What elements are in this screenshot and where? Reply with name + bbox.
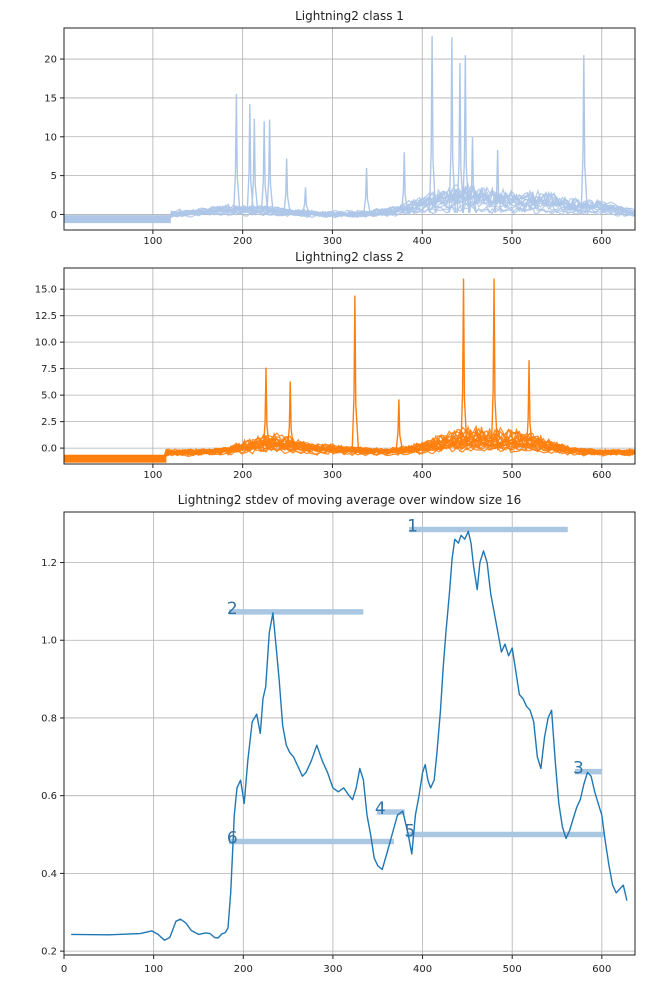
stdev-series-line: [71, 530, 628, 941]
spike-line: [283, 158, 291, 214]
chart-title: Lightning2 class 2: [295, 250, 404, 264]
spike-line: [525, 360, 534, 451]
chart-stdev-moving-average: Lightning2 stdev of moving average over …: [41, 493, 636, 975]
y-tick-label: 15: [44, 93, 57, 104]
spike-line: [580, 55, 589, 213]
x-tick-label: 500: [503, 964, 522, 975]
spike-line: [250, 118, 259, 213]
y-tick-label: 1.2: [41, 558, 57, 569]
x-tick-label: 600: [592, 470, 611, 481]
y-tick-label: 10.0: [35, 338, 57, 349]
y-tick-label: 12.5: [35, 311, 57, 322]
x-tick-label: 400: [413, 236, 432, 247]
x-tick-label: 300: [323, 470, 342, 481]
chart-class2: Lightning2 class 2 100 200 300 400 500 600 0.0 2…: [35, 250, 636, 481]
spike-line: [302, 187, 310, 214]
x-tick-label: 200: [234, 964, 253, 975]
x-tick-label: 600: [592, 964, 611, 975]
y-tick-label: 20: [44, 55, 57, 66]
y-tick-label: 0.4: [41, 869, 57, 880]
y-tick-label: 0.6: [41, 791, 57, 802]
spike-line: [448, 37, 457, 213]
rank-label-2: 2: [227, 599, 238, 619]
spike-line: [490, 278, 499, 451]
baseline-band: [64, 454, 167, 463]
y-tick-label: 0.0: [41, 444, 57, 455]
baseline-band: [64, 215, 171, 224]
y-tick-label: 2.5: [41, 417, 57, 428]
spike-line: [461, 55, 470, 213]
spike-line: [395, 399, 404, 451]
x-tick-label: 400: [413, 470, 432, 481]
spike-line: [266, 119, 274, 213]
spike-line: [351, 295, 360, 451]
x-tick-label: 300: [323, 964, 342, 975]
x-tick-label: 100: [144, 964, 163, 975]
series-group: [64, 35, 635, 224]
plot-frame: [63, 27, 636, 231]
x-tick-label: 100: [143, 470, 162, 481]
plot-frame: [63, 511, 636, 956]
y-tick-label: 0.2: [41, 947, 57, 958]
y-tick-label: 0.8: [41, 713, 57, 724]
rank-label-5: 5: [404, 822, 415, 842]
spike-line: [363, 167, 371, 214]
spike-line: [460, 278, 468, 451]
y-tick-label: 1.0: [41, 636, 57, 647]
y-tick-label: 10: [44, 132, 57, 143]
spike-line: [456, 62, 465, 213]
plot-frame: [63, 267, 636, 465]
spike-line: [286, 381, 295, 451]
x-tick-label: 500: [502, 470, 521, 481]
y-tick-label: 15.0: [35, 285, 57, 296]
x-tick-label: 100: [143, 236, 162, 247]
series-group: [64, 278, 635, 463]
x-tick-label: 0: [61, 964, 67, 975]
chart-class1: Lightning2 class 1 100 200 300 400 500 600 0 5 10…: [44, 9, 636, 247]
y-tick-label: 7.5: [41, 364, 57, 375]
spike-line: [232, 94, 241, 213]
chart-title: Lightning2 stdev of moving average over …: [178, 493, 522, 507]
x-tick-label: 600: [592, 236, 611, 247]
spike-line: [246, 104, 255, 213]
spike-line: [260, 121, 269, 213]
x-tick-label: 200: [233, 236, 252, 247]
spike-line: [428, 35, 437, 213]
spike-line: [494, 149, 502, 214]
y-tick-label: 5: [51, 171, 57, 182]
x-tick-label: 300: [323, 236, 342, 247]
spike-line: [262, 367, 271, 451]
chart-title: Lightning2 class 1: [295, 9, 404, 23]
rank-label-4: 4: [375, 799, 386, 819]
x-tick-label: 500: [502, 236, 521, 247]
spike-line: [400, 152, 409, 214]
spike-line: [469, 136, 477, 213]
rank-label-6: 6: [227, 829, 238, 849]
x-tick-label: 400: [413, 964, 432, 975]
rank-label-3: 3: [573, 759, 584, 779]
y-tick-label: 5.0: [41, 391, 57, 402]
x-tick-label: 200: [233, 470, 252, 481]
y-tick-label: 0: [51, 210, 57, 221]
rank-label-1: 1: [407, 516, 418, 536]
